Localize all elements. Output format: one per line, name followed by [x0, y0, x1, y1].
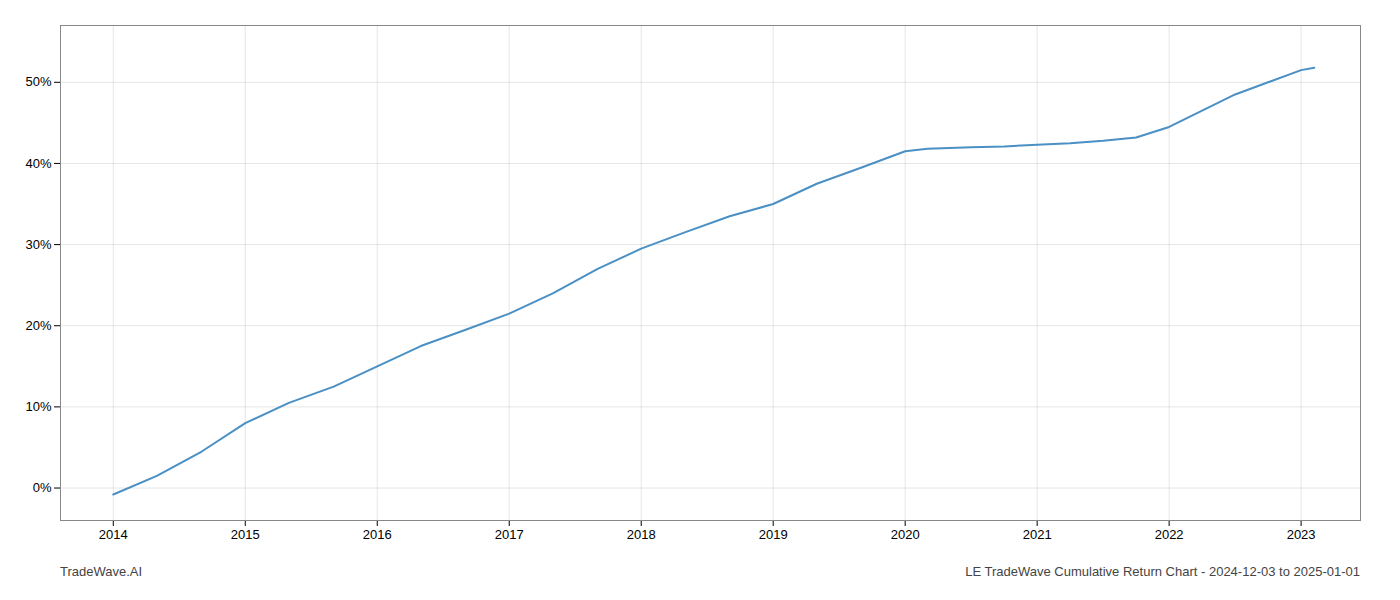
svg-text:2015: 2015 — [231, 527, 260, 542]
svg-text:0%: 0% — [33, 480, 52, 495]
svg-text:30%: 30% — [25, 237, 51, 252]
svg-text:2019: 2019 — [759, 527, 788, 542]
html-text:LE TradeWave Cumulative Return: LE TradeWave Cumulative Return Chart - 2… — [965, 564, 1360, 579]
svg-text:20%: 20% — [25, 318, 51, 333]
svg-text:50%: 50% — [25, 74, 51, 89]
svg-text:2023: 2023 — [1287, 527, 1316, 542]
svg-text:2018: 2018 — [627, 527, 656, 542]
svg-text:10%: 10% — [25, 399, 51, 414]
html-text:TradeWave.AI: TradeWave.AI — [60, 564, 143, 579]
svg-text:2022: 2022 — [1155, 527, 1184, 542]
svg-text:2021: 2021 — [1023, 527, 1052, 542]
svg-text:2016: 2016 — [363, 527, 392, 542]
svg-text:40%: 40% — [25, 156, 51, 171]
svg-text:2020: 2020 — [891, 527, 920, 542]
svg-text:2014: 2014 — [99, 527, 128, 542]
svg-text:2017: 2017 — [495, 527, 524, 542]
